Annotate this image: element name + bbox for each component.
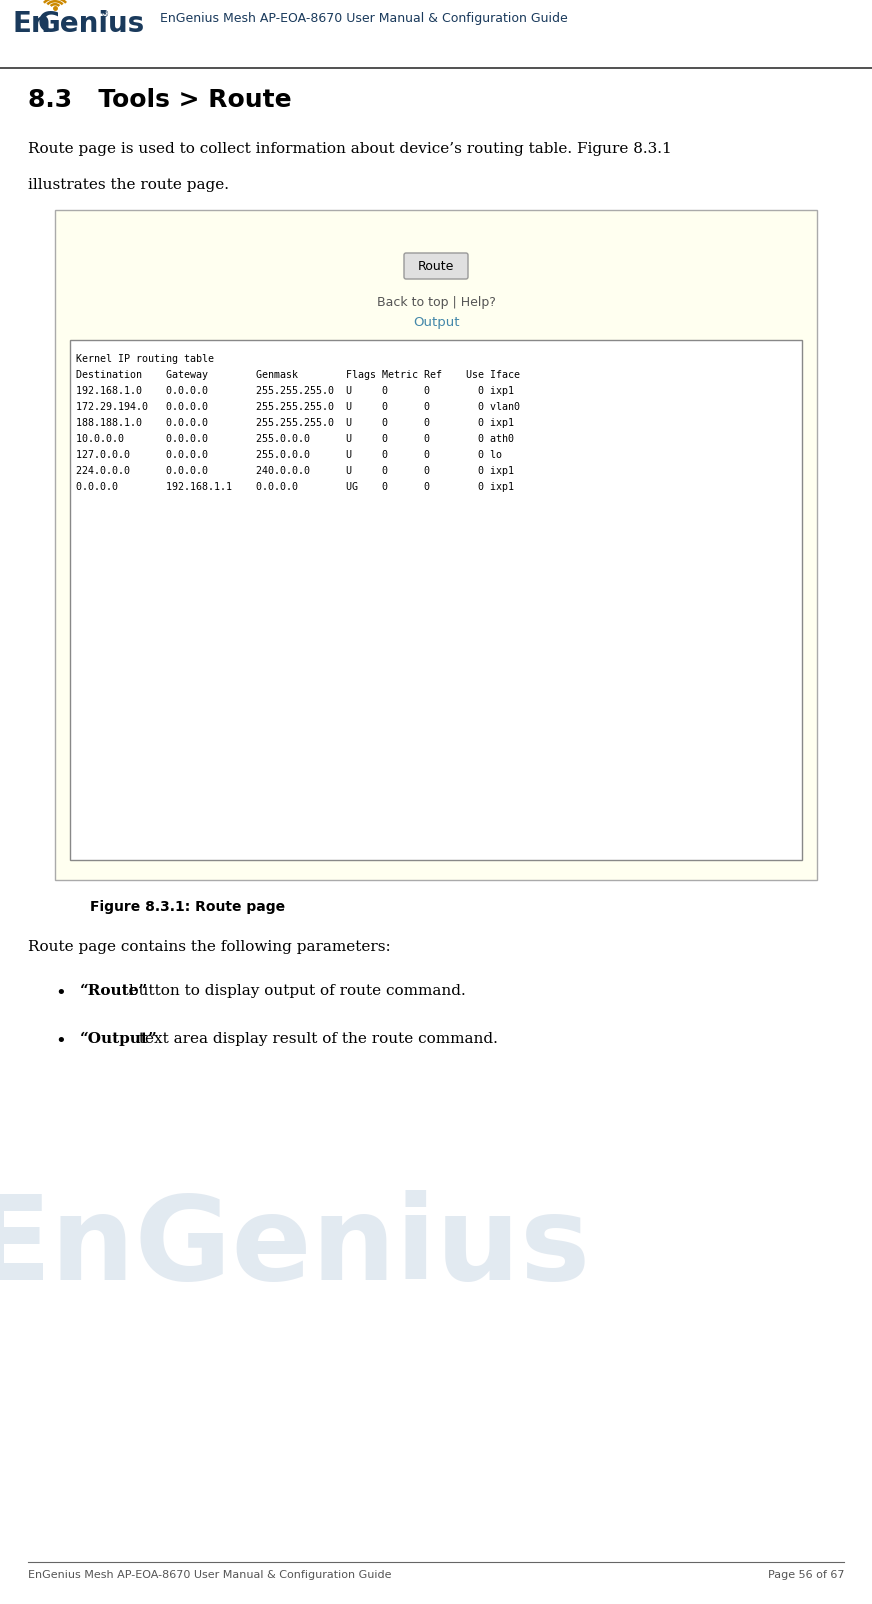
Text: Kernel IP routing table: Kernel IP routing table bbox=[76, 354, 214, 364]
FancyBboxPatch shape bbox=[70, 340, 802, 860]
Text: text area display result of the route command.: text area display result of the route co… bbox=[134, 1031, 498, 1046]
Text: Output: Output bbox=[412, 316, 460, 329]
Text: 224.0.0.0      0.0.0.0        240.0.0.0      U     0      0        0 ixp1: 224.0.0.0 0.0.0.0 240.0.0.0 U 0 0 0 ixp1 bbox=[76, 467, 514, 476]
Text: 188.188.1.0    0.0.0.0        255.255.255.0  U     0      0        0 ixp1: 188.188.1.0 0.0.0.0 255.255.255.0 U 0 0 … bbox=[76, 419, 514, 428]
Text: Destination    Gateway        Genmask        Flags Metric Ref    Use Iface: Destination Gateway Genmask Flags Metric… bbox=[76, 371, 520, 380]
Text: button to display output of route command.: button to display output of route comman… bbox=[124, 983, 466, 998]
Text: Route page is used to collect information about device’s routing table. Figure 8: Route page is used to collect informatio… bbox=[28, 143, 671, 156]
Text: Route page contains the following parameters:: Route page contains the following parame… bbox=[28, 940, 391, 954]
Text: ®: ® bbox=[101, 10, 109, 19]
Text: EnGenius Mesh AP-EOA-8670 User Manual & Configuration Guide: EnGenius Mesh AP-EOA-8670 User Manual & … bbox=[28, 1570, 392, 1580]
Text: En: En bbox=[12, 10, 51, 38]
FancyBboxPatch shape bbox=[404, 253, 468, 279]
Text: Route: Route bbox=[418, 260, 454, 273]
Text: 127.0.0.0      0.0.0.0        255.0.0.0      U     0      0        0 lo: 127.0.0.0 0.0.0.0 255.0.0.0 U 0 0 0 lo bbox=[76, 451, 502, 460]
Text: Page 56 of 67: Page 56 of 67 bbox=[767, 1570, 844, 1580]
Text: EnGenius Mesh AP-EOA-8670 User Manual & Configuration Guide: EnGenius Mesh AP-EOA-8670 User Manual & … bbox=[160, 11, 568, 26]
Text: 10.0.0.0       0.0.0.0        255.0.0.0      U     0      0        0 ath0: 10.0.0.0 0.0.0.0 255.0.0.0 U 0 0 0 ath0 bbox=[76, 435, 514, 444]
Text: 192.168.1.0    0.0.0.0        255.255.255.0  U     0      0        0 ixp1: 192.168.1.0 0.0.0.0 255.255.255.0 U 0 0 … bbox=[76, 387, 514, 396]
Text: Genius: Genius bbox=[38, 10, 146, 38]
Text: EnGenius: EnGenius bbox=[0, 1190, 590, 1306]
Text: “Output”: “Output” bbox=[80, 1031, 158, 1046]
Text: 8.3   Tools > Route: 8.3 Tools > Route bbox=[28, 88, 291, 112]
Text: illustrates the route page.: illustrates the route page. bbox=[28, 178, 229, 192]
Text: “Route”: “Route” bbox=[80, 983, 148, 998]
Text: Figure 8.3.1: Route page: Figure 8.3.1: Route page bbox=[90, 900, 285, 914]
Text: •: • bbox=[55, 1031, 65, 1051]
Text: 0.0.0.0        192.168.1.1    0.0.0.0        UG    0      0        0 ixp1: 0.0.0.0 192.168.1.1 0.0.0.0 UG 0 0 0 ixp… bbox=[76, 481, 514, 492]
Text: •: • bbox=[55, 983, 65, 1002]
Text: 172.29.194.0   0.0.0.0        255.255.255.0  U     0      0        0 vlan0: 172.29.194.0 0.0.0.0 255.255.255.0 U 0 0… bbox=[76, 403, 520, 412]
FancyBboxPatch shape bbox=[55, 210, 817, 881]
Text: Back to top | Help?: Back to top | Help? bbox=[377, 297, 495, 310]
